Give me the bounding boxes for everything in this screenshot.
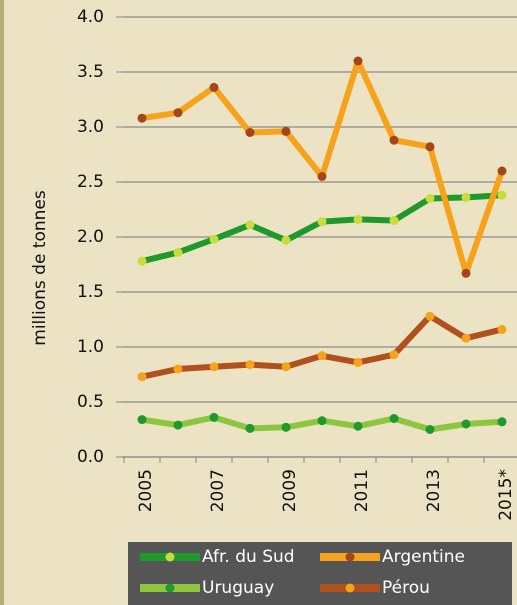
point (497, 417, 507, 427)
point (461, 192, 471, 202)
x-tick-label: 2013 (424, 469, 444, 512)
y-tick-label: 3.0 (77, 117, 104, 137)
y-tick-label: 0.5 (77, 392, 104, 412)
y-axis-label: millions de tonnes (30, 190, 50, 346)
point (497, 166, 507, 176)
point (425, 311, 435, 321)
y-tick-label: 1.0 (77, 337, 104, 357)
point (137, 372, 147, 382)
point (209, 412, 219, 422)
series-line (141, 58, 505, 277)
point (389, 216, 399, 225)
point (353, 421, 363, 431)
point (425, 425, 435, 434)
point (209, 234, 219, 244)
point (245, 423, 255, 433)
point (209, 362, 219, 372)
point (317, 217, 327, 227)
legend-label: Afr. du Sud (202, 547, 295, 567)
y-tick-label: 4.0 (77, 7, 104, 27)
point (245, 128, 255, 137)
point (173, 108, 183, 118)
y-tick-label: 0.0 (77, 447, 104, 467)
legend-marker (165, 552, 175, 562)
point (461, 333, 471, 343)
x-tick-label: 2007 (208, 469, 228, 512)
point (353, 214, 363, 224)
legend-marker (345, 583, 355, 593)
point (245, 360, 255, 370)
point (317, 351, 327, 361)
legend-marker (345, 552, 355, 562)
point (353, 56, 363, 66)
point (281, 362, 291, 372)
point (173, 420, 183, 430)
point (137, 415, 147, 425)
point (425, 142, 435, 152)
point (317, 416, 327, 426)
point (389, 414, 399, 423)
point (173, 247, 183, 257)
point (281, 126, 291, 136)
x-tick-label: 2015* (496, 469, 516, 521)
x-tick-label: 2011 (352, 469, 372, 512)
legend-label: Uruguay (202, 578, 274, 598)
y-tick-label: 2.5 (77, 172, 104, 192)
point (209, 82, 219, 92)
point (389, 350, 399, 360)
x-tick-label: 2009 (280, 469, 300, 512)
point (245, 220, 255, 230)
point (461, 268, 471, 278)
point (353, 357, 363, 367)
y-tick-label: 3.5 (77, 62, 104, 82)
point (425, 194, 435, 203)
x-tick-label: 2005 (136, 469, 156, 512)
y-tick-label: 1.5 (77, 282, 104, 302)
point (461, 419, 471, 429)
point (317, 172, 327, 181)
point (389, 135, 399, 145)
point (173, 364, 183, 374)
point (281, 235, 291, 245)
side-strip (0, 0, 4, 605)
y-tick-label: 2.0 (77, 227, 104, 247)
legend-label: Pérou (382, 578, 430, 598)
point (497, 190, 507, 200)
point (137, 113, 147, 123)
point (137, 256, 147, 266)
legend-marker (165, 583, 175, 593)
legend-label: Argentine (382, 547, 465, 567)
point (497, 324, 507, 334)
legend-box (128, 542, 512, 605)
point (281, 422, 291, 432)
